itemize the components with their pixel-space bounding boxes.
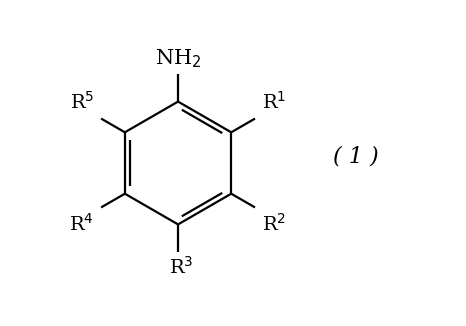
Text: ( 1 ): ( 1 ) bbox=[333, 145, 379, 168]
Text: R$^1$: R$^1$ bbox=[262, 91, 287, 113]
Text: R$^5$: R$^5$ bbox=[69, 91, 94, 113]
Text: R$^2$: R$^2$ bbox=[262, 213, 286, 235]
Text: R$^4$: R$^4$ bbox=[69, 213, 94, 235]
Text: R$^3$: R$^3$ bbox=[169, 256, 193, 278]
Text: NH$_2$: NH$_2$ bbox=[155, 48, 201, 70]
